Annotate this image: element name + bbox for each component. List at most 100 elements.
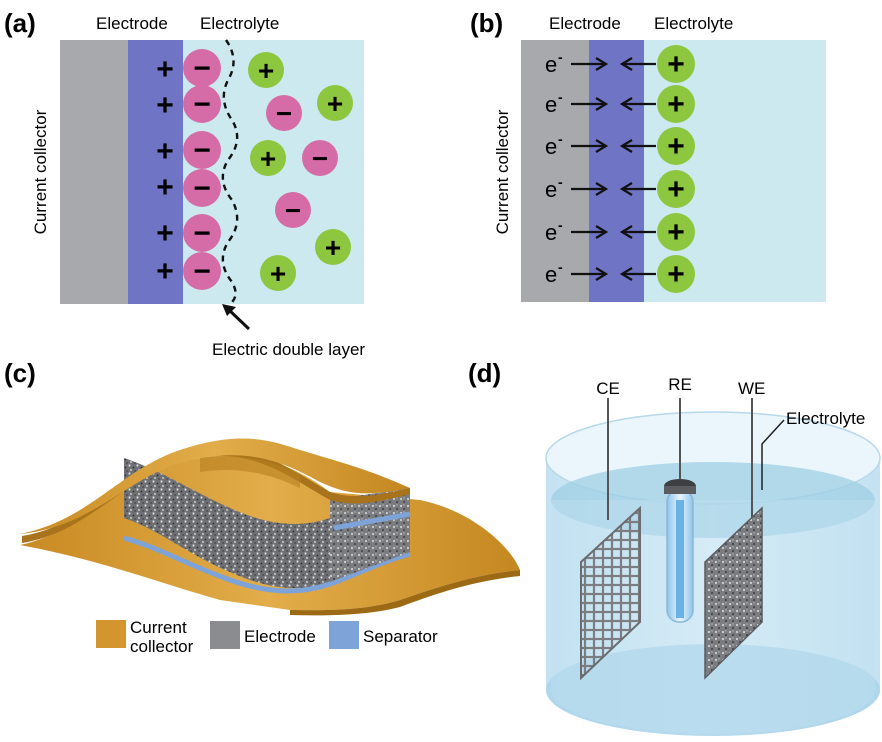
electron-symbol: e <box>545 262 557 287</box>
panel-a-label: (a) <box>4 8 36 38</box>
cation <box>657 85 695 123</box>
re-label: RE <box>668 375 692 394</box>
electron-symbol: e <box>545 134 557 159</box>
separator-layer <box>123 535 411 594</box>
minus-sign: − <box>285 195 301 226</box>
panel-a-collector-label: Current collector <box>31 109 50 234</box>
plus-sign: + <box>156 53 174 86</box>
electron-symbol: e <box>545 177 557 202</box>
plus-sign: + <box>667 130 685 163</box>
panel-b-row: e - + <box>545 127 695 165</box>
panel-a-current-collector <box>60 40 128 304</box>
ion-arrow-head <box>619 225 633 239</box>
minus-sign: − <box>312 143 328 174</box>
legend-swatch-separator <box>329 621 359 649</box>
panel-a-electrode <box>128 40 183 304</box>
electron-symbol: e <box>545 52 557 77</box>
counter-electrode-mesh <box>580 505 641 681</box>
panel-b-row: e - + <box>545 170 695 208</box>
edl-arrow <box>226 307 251 331</box>
electron-arrow-head <box>595 267 609 281</box>
minus-sign: − <box>193 217 211 250</box>
electron-charge: - <box>558 89 563 105</box>
panel-b-row: e - + <box>545 45 695 83</box>
electron-charge: - <box>558 131 563 147</box>
legend-swatch-electrode <box>210 621 240 649</box>
panel-b-row: e - + <box>545 213 695 251</box>
legend-label-current-collector-line2: collector <box>130 637 194 656</box>
legend-label-electrode: Electrode <box>244 627 316 646</box>
electron-charge: - <box>558 259 563 275</box>
plus-sign: + <box>667 88 685 121</box>
electron-arrow-head <box>595 225 609 239</box>
legend-swatch-current-collector <box>96 620 126 648</box>
panel-b-electrode <box>589 40 644 302</box>
electron-symbol: e <box>545 220 557 245</box>
electron-arrow-head <box>595 139 609 153</box>
we-label: WE <box>738 379 765 398</box>
plus-sign: + <box>156 135 174 168</box>
current-collector-upper <box>20 438 410 534</box>
ion-arrow-head <box>619 57 633 71</box>
ion-arrow-head <box>619 139 633 153</box>
panel-b-collector-label: Current collector <box>493 109 512 234</box>
plus-sign: + <box>156 171 174 204</box>
plus-sign: + <box>667 173 685 206</box>
electron-arrow-head <box>595 182 609 196</box>
panel-a-electrode-label: Electrode <box>96 14 168 33</box>
minus-sign: − <box>193 172 211 205</box>
electron-charge: - <box>558 49 563 65</box>
panel-b-charge-rows: e - +e - +e - +e - +e - +e - + <box>545 45 695 293</box>
upper-sheet-fold <box>200 455 300 488</box>
panel-b: (b) Electrode Electrolyte Current collec… <box>470 8 826 302</box>
edl-arrow-head <box>222 304 236 316</box>
cation <box>657 170 695 208</box>
electron-symbol: e <box>545 92 557 117</box>
panel-d-label: (d) <box>468 358 501 388</box>
panel-b-label: (b) <box>470 8 503 38</box>
plus-sign: + <box>156 255 174 288</box>
plus-sign: + <box>260 143 276 174</box>
current-collector-upper-edge <box>22 447 410 543</box>
minus-sign: − <box>193 134 211 167</box>
ion-arrow-head <box>619 182 633 196</box>
ion-arrow-head <box>619 267 633 281</box>
minus-sign: − <box>193 255 211 288</box>
minus-sign: − <box>276 98 292 129</box>
plus-sign: + <box>156 89 174 122</box>
plus-sign: + <box>327 88 343 119</box>
ion-arrow-head <box>619 97 633 111</box>
legend-label-separator: Separator <box>363 627 438 646</box>
working-electrode <box>704 506 763 680</box>
panel-a-adsorbed-anions: − − − − − − <box>183 49 221 290</box>
panel-b-row: e - + <box>545 255 695 293</box>
panel-c-label: (c) <box>4 358 36 388</box>
separator-side <box>333 511 411 531</box>
electron-charge: - <box>558 217 563 233</box>
current-collector-lower-edge <box>290 570 520 616</box>
double-layer-boundary <box>221 39 239 305</box>
electron-arrow-head <box>595 57 609 71</box>
panel-a-electrolyte-label: Electrolyte <box>200 14 279 33</box>
ce-label: CE <box>596 379 620 398</box>
panel-b-row: e - + <box>545 85 695 123</box>
panel-b-electrode-label: Electrode <box>549 14 621 33</box>
electrolyte-label: Electrolyte <box>786 409 865 428</box>
plus-sign: + <box>270 258 286 289</box>
cation <box>657 127 695 165</box>
plus-sign: + <box>325 232 341 263</box>
panel-a-free-ions: + + + + + − − − <box>248 52 353 291</box>
reference-electrode-core <box>676 500 684 618</box>
plus-sign: + <box>258 55 274 86</box>
panel-a: (a) Electrode Electrolyte Current collec… <box>4 8 365 359</box>
panel-d: (d) CE RE WE Electrolyte <box>468 358 881 736</box>
minus-sign: − <box>193 88 211 121</box>
cation <box>657 45 695 83</box>
edl-label: Electric double layer <box>212 340 365 359</box>
electron-charge: - <box>558 174 563 190</box>
plus-sign: + <box>156 217 174 250</box>
panel-b-current-collector <box>521 40 589 302</box>
cation <box>657 255 695 293</box>
electrode-stack-side <box>330 488 410 582</box>
